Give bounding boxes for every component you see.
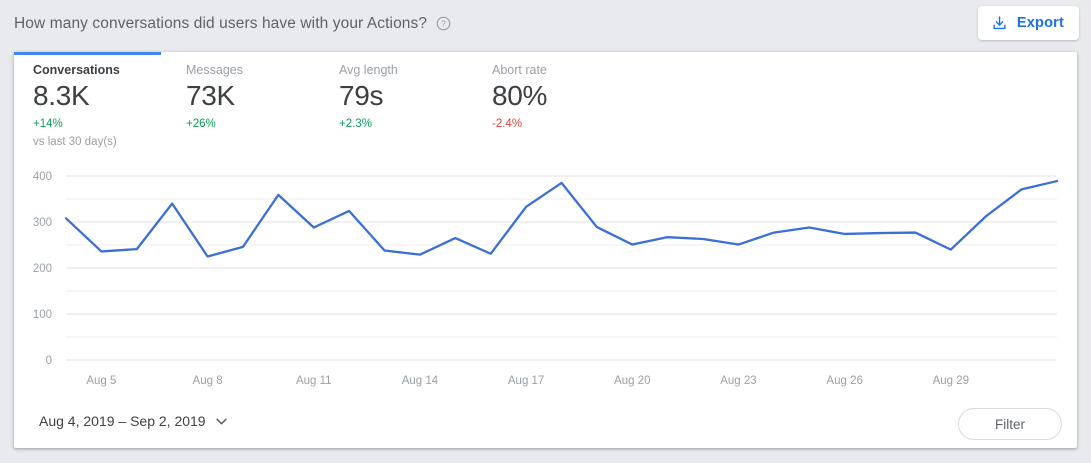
date-range-selector[interactable]: Aug 4, 2019 – Sep 2, 2019: [39, 413, 227, 429]
page-header: How many conversations did users have wi…: [0, 0, 1091, 47]
metric-name: Avg length: [339, 63, 398, 77]
filter-button[interactable]: Filter: [958, 408, 1062, 440]
svg-text:300: 300: [33, 217, 52, 229]
card-footer: Aug 4, 2019 – Sep 2, 2019 Filter: [14, 401, 1077, 448]
metric-delta: +14%: [33, 118, 63, 130]
metric-delta: +2.3%: [339, 118, 372, 130]
metric-value: 8.3K: [33, 80, 90, 111]
svg-text:Aug 26: Aug 26: [826, 375, 862, 387]
svg-text:?: ?: [441, 19, 446, 28]
metric-tabs: Conversations 8.3K +14% vs last 30 day(s…: [14, 52, 1077, 154]
svg-text:Aug 23: Aug 23: [720, 375, 756, 387]
svg-text:Aug 14: Aug 14: [402, 375, 439, 387]
date-range-label: Aug 4, 2019 – Sep 2, 2019: [39, 413, 206, 429]
svg-text:Aug 8: Aug 8: [193, 375, 223, 387]
active-tab-indicator: [14, 52, 161, 55]
metric-tab-conversations[interactable]: Conversations 8.3K +14% vs last 30 day(s…: [14, 52, 167, 154]
metric-value: 80%: [492, 80, 548, 111]
metric-value: 79s: [339, 80, 384, 111]
export-label: Export: [1016, 15, 1064, 31]
metric-tab-messages[interactable]: Messages 73K +26%: [167, 52, 320, 154]
metric-name: Messages: [186, 63, 243, 77]
svg-text:200: 200: [33, 263, 52, 275]
analytics-card: Conversations 8.3K +14% vs last 30 day(s…: [14, 52, 1077, 448]
svg-text:Aug 29: Aug 29: [933, 375, 969, 387]
help-circle-icon[interactable]: ?: [436, 16, 451, 31]
svg-text:Aug 17: Aug 17: [508, 375, 544, 387]
metric-delta: +26%: [186, 118, 216, 130]
svg-text:Aug 5: Aug 5: [86, 375, 116, 387]
filter-label: Filter: [995, 416, 1025, 432]
metric-compare-label: vs last 30 day(s): [33, 136, 117, 148]
page-title: How many conversations did users have wi…: [14, 14, 428, 32]
chart-svg: 0 100 200 300 400 Aug 5 Aug 8 Aug 11 Aug 14 Aug 1…: [33, 171, 1059, 387]
conversations-line-chart: 0 100 200 300 400 Aug 5 Aug 8 Aug 11 Aug 14 Aug 1…: [14, 154, 1077, 401]
chevron-down-icon: [215, 418, 227, 425]
svg-text:Aug 20: Aug 20: [614, 375, 650, 387]
export-button[interactable]: Export: [977, 6, 1079, 40]
svg-text:400: 400: [33, 171, 52, 183]
metric-delta: -2.4%: [492, 118, 523, 130]
metric-tab-abort-rate[interactable]: Abort rate 80% -2.4%: [473, 52, 626, 154]
svg-text:100: 100: [33, 309, 52, 321]
metric-name: Abort rate: [492, 63, 547, 77]
svg-text:0: 0: [46, 355, 52, 367]
metric-tab-avg-length[interactable]: Avg length 79s +2.3%: [320, 52, 473, 154]
download-icon: [991, 15, 1008, 32]
svg-text:Aug 11: Aug 11: [296, 375, 332, 387]
metric-value: 73K: [186, 80, 235, 111]
metric-name: Conversations: [33, 63, 120, 77]
